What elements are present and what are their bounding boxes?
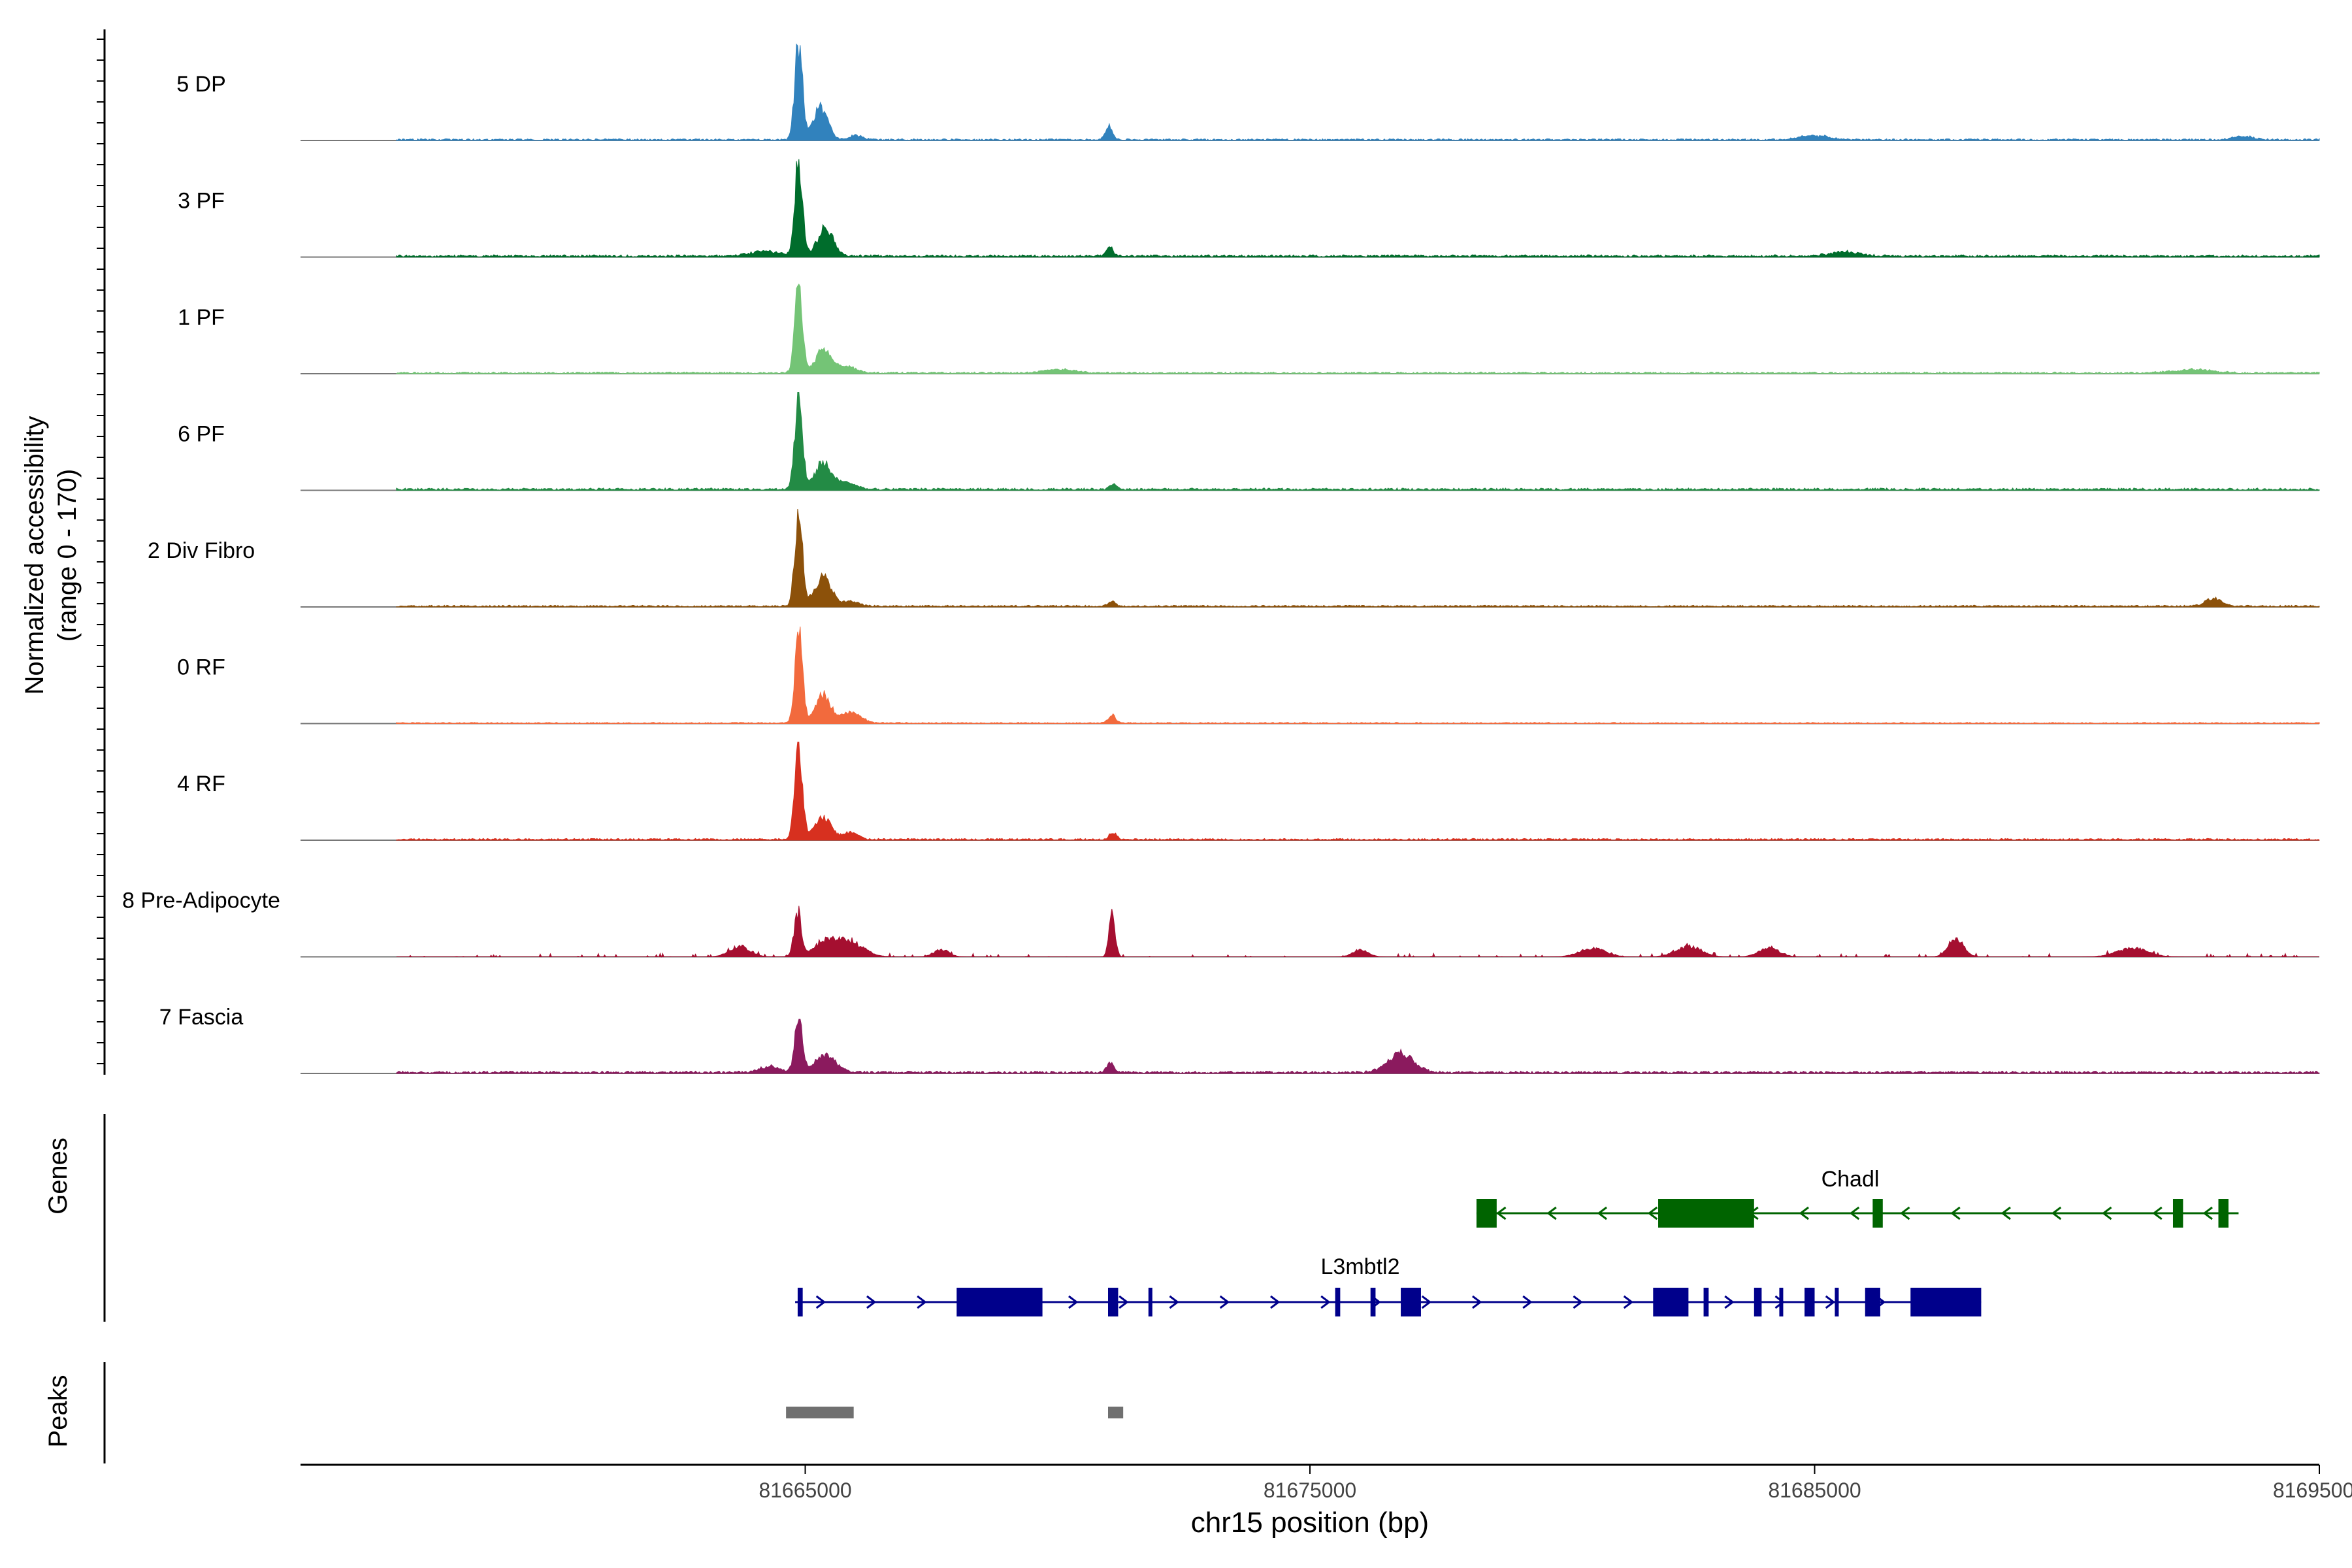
gene-exon [1658,1199,1754,1228]
strand-arrow [1119,1295,1129,1309]
gene-exon [1653,1288,1689,1316]
strand-arrow [1950,1206,1961,1220]
track-8-pre-adipocyte: 8 Pre-Adipocyte [122,889,2319,958]
x-tick-label: 81685000 [1768,1478,1861,1502]
x-tick-label: 81665000 [759,1478,851,1502]
track-label: 0 RF [177,655,225,680]
strand-arrow [1799,1206,1809,1220]
gene-label: L3mbtl2 [1321,1254,1400,1279]
coverage-area [396,43,2320,141]
strand-arrow [1068,1295,1079,1309]
strand-arrow [1774,1295,1785,1309]
track-0-rf: 0 RF [177,627,2320,725]
gene-annotation-track: Chadl L3mbtl2 [103,1114,2239,1322]
x-axis: 81665000 81675000 81685000 81695000 [301,1463,2352,1502]
strand-arrow [815,1295,826,1309]
track-2-div-fibro: 2 Div Fibro [148,508,2320,608]
strand-arrow [1320,1295,1331,1309]
coverage-area [396,159,2320,258]
peaks-track-label: Peaks [44,1375,73,1447]
track-3-pf: 3 PF [178,159,2320,258]
coverage-area [396,742,2320,841]
gene-exon [1401,1288,1421,1316]
track-label: 5 DP [176,72,226,97]
peak-region [786,1407,854,1418]
strand-arrow [1724,1295,1735,1309]
strand-arrow [2102,1206,2112,1220]
peak-annotation-track [103,1362,1124,1463]
gene-exon [1910,1288,1982,1316]
gene-exon [1865,1288,1880,1316]
track-label: 1 PF [178,305,225,330]
gene-exon [1108,1288,1119,1316]
genes-track-label: Genes [44,1137,73,1215]
gene-l3mbtl2: L3mbtl2 [795,1254,1982,1316]
y-axis-title-line2: (range 0 - 170) [53,469,82,642]
strand-arrow [2001,1206,2011,1220]
gene-exon [797,1288,803,1316]
strand-arrow [2202,1206,2213,1220]
coverage-area [396,627,2320,725]
strand-arrow [1472,1295,1482,1309]
track-label: 6 PF [178,422,225,447]
strand-arrow [1546,1206,1557,1220]
gene-exon [956,1288,1043,1316]
coverage-area [396,284,2320,374]
strand-arrow [1270,1295,1281,1309]
track-4-rf: 4 RF [177,742,2320,841]
coverage-tracks: 5 DP 3 PF 1 PF 6 PF 2 Div Fibro 0 RF 4 RF 8 Pre… [97,29,2320,1075]
strand-arrow [1573,1295,1583,1309]
y-axis-title-line1: Normalized accessibility [20,416,49,695]
gene-exon [1835,1288,1839,1316]
strand-arrow [2051,1206,2062,1220]
x-tick-label: 81695000 [2273,1478,2352,1502]
track-6-pf: 6 PF [178,392,2320,491]
strand-arrow [917,1295,927,1309]
gene-exon [2218,1199,2229,1228]
track-7-fascia: 7 Fascia [159,1005,2320,1074]
gene-exon [1754,1288,1762,1316]
gene-label: Chadl [1821,1167,1880,1192]
strand-arrow [1496,1206,1507,1220]
coverage-area [396,392,2320,491]
coverage-area [396,508,2320,608]
strand-arrow [2152,1206,2163,1220]
track-label: 8 Pre-Adipocyte [122,889,280,913]
track-label: 7 Fascia [159,1005,244,1030]
gene-exon [1805,1288,1815,1316]
strand-arrow [1597,1206,1607,1220]
strand-arrow [1825,1295,1836,1309]
strand-arrow [866,1295,877,1309]
gene-exon [2172,1199,2183,1228]
gene-exon [1476,1199,1497,1228]
track-label: 4 RF [177,772,225,796]
strand-arrow [1900,1206,1910,1220]
strand-arrow [1169,1295,1179,1309]
strand-arrow [1623,1295,1634,1309]
gene-exon [1872,1199,1883,1228]
strand-arrow [1849,1206,1860,1220]
gene-exon [1148,1288,1152,1316]
gene-exon [1779,1288,1784,1316]
track-label: 3 PF [178,189,225,214]
track-5-dp: 5 DP [176,43,2320,141]
track-label: 2 Div Fibro [148,538,255,563]
coverage-area [396,1019,2320,1074]
gene-chadl: Chadl [1476,1167,2239,1228]
gene-exon [1335,1288,1341,1316]
strand-arrow [1522,1295,1533,1309]
peak-region [1108,1407,1124,1418]
coverage-area [396,906,2319,958]
strand-arrow [1219,1295,1230,1309]
x-axis-title: chr15 position (bp) [1191,1507,1429,1539]
strand-arrow [1421,1295,1432,1309]
strand-arrow [1647,1206,1658,1220]
track-1-pf: 1 PF [178,284,2320,374]
gene-exon [1370,1288,1376,1316]
gene-exon [1703,1288,1709,1316]
x-tick-label: 81675000 [1264,1478,1356,1502]
